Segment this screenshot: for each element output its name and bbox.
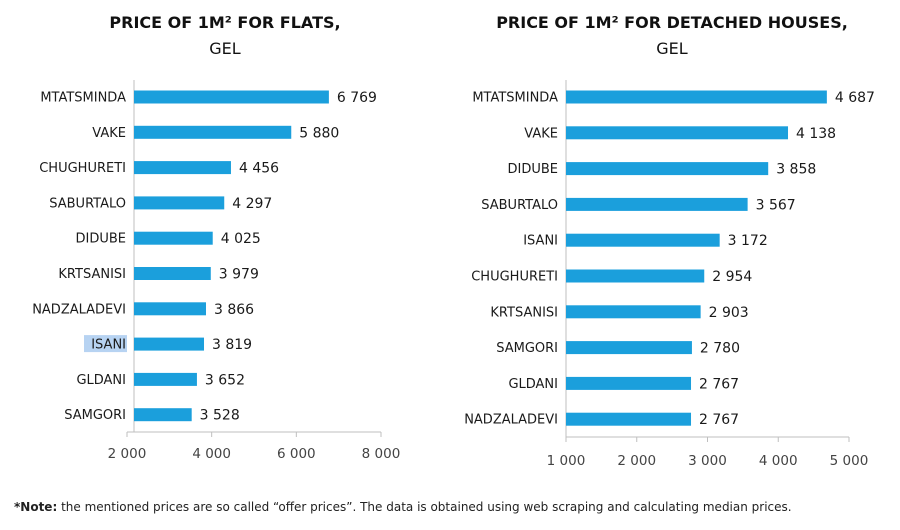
houses-bar: [566, 197, 748, 211]
flats-value-label: 3 979: [219, 267, 259, 283]
houses-bar: [566, 90, 827, 104]
footnote-text: the mentioned prices are so called “offe…: [57, 500, 792, 514]
houses-category-label: VAKE: [524, 126, 558, 141]
flats-tick-label: 6 000: [277, 446, 316, 462]
footnote: *Note: the mentioned prices are so calle…: [14, 500, 894, 514]
houses-category-label: SAMGORI: [496, 341, 558, 356]
houses-value-label: 2 903: [709, 305, 749, 321]
flats-category-label: SAMGORI: [64, 408, 126, 423]
flats-value-label: 3 652: [205, 372, 245, 388]
flats-value-label: 4 456: [239, 161, 279, 177]
houses-bar: [566, 341, 692, 355]
flats-bar: [134, 125, 292, 139]
flats-value-label: 3 528: [200, 408, 240, 424]
flats-category-label: KRTSANISI: [58, 267, 126, 282]
houses-value-label: 2 954: [712, 269, 752, 285]
houses-category-label: MTATSMINDA: [472, 91, 558, 106]
flats-category-highlight: [84, 335, 127, 353]
flats-category-label: CHUGHURETI: [39, 161, 126, 176]
flats-chart-subtitle: GEL: [209, 39, 241, 58]
flats-chart-title: PRICE OF 1M² FOR FLATS,: [109, 13, 340, 32]
flats-bar: [134, 161, 231, 175]
houses-category-label: KRTSANISI: [490, 305, 558, 320]
houses-value-label: 2 767: [699, 412, 739, 428]
houses-value-label: 4 687: [835, 90, 875, 106]
houses-tick-label: 2 000: [617, 453, 656, 469]
flats-tick-label: 8 000: [362, 446, 401, 462]
flats-category-label: NADZALADEVI: [32, 302, 126, 317]
houses-bar: [566, 412, 692, 426]
houses-category-label: CHUGHURETI: [471, 270, 558, 285]
flats-tick-label: 4 000: [192, 446, 231, 462]
houses-value-label: 3 172: [728, 233, 768, 249]
houses-value-label: 2 780: [700, 341, 740, 357]
houses-value-label: 4 138: [796, 126, 836, 142]
flats-value-label: 4 025: [221, 231, 261, 247]
houses-bar: [566, 233, 720, 247]
flats-category-label: MTATSMINDA: [40, 91, 126, 106]
flats-value-label: 3 866: [214, 302, 254, 318]
flats-bar: [134, 337, 205, 351]
houses-chart-title: PRICE OF 1M² FOR DETACHED HOUSES,: [496, 13, 848, 32]
houses-bar: [566, 269, 705, 283]
houses-bar: [566, 162, 769, 176]
flats-tick-label: 2 000: [108, 446, 147, 462]
houses-category-label: DIDUBE: [507, 162, 558, 177]
flats-bar: [134, 231, 213, 245]
flats-bar: [134, 267, 211, 280]
flats-value-label: 5 880: [299, 125, 339, 141]
flats-bar: [134, 196, 225, 210]
houses-tick-label: 4 000: [759, 453, 798, 469]
flats-value-label: 3 819: [212, 337, 252, 353]
footnote-label: *Note:: [14, 500, 58, 514]
flats-bar: [134, 302, 206, 316]
flats-category-label: ISANI: [91, 338, 126, 353]
flats-value-label: 6 769: [337, 90, 377, 106]
flats-bar: [134, 90, 329, 104]
houses-category-label: NADZALADEVI: [464, 413, 558, 428]
houses-bar: [566, 305, 701, 319]
houses-bar: [566, 376, 692, 390]
houses-value-label: 3 567: [756, 197, 796, 213]
houses-category-label: SABURTALO: [481, 198, 558, 213]
houses-chart-subtitle: GEL: [656, 39, 688, 58]
flats-category-label: SABURTALO: [49, 196, 126, 211]
houses-value-label: 3 858: [776, 162, 816, 178]
charts-svg: PRICE OF 1M² FOR FLATS, GEL MTATSMINDA 6 76…: [32, 13, 875, 469]
houses-category-label: ISANI: [523, 234, 558, 249]
houses-tick-label: 3 000: [688, 453, 727, 469]
houses-value-label: 2 767: [699, 376, 739, 392]
flats-category-label: DIDUBE: [75, 232, 126, 247]
houses-bar: [566, 126, 789, 140]
houses-tick-label: 5 000: [830, 453, 869, 469]
flats-category-label: GLDANI: [76, 373, 126, 388]
flats-category-label: VAKE: [92, 126, 126, 141]
houses-category-label: GLDANI: [508, 377, 558, 392]
houses-tick-label: 1 000: [547, 453, 586, 469]
flats-value-label: 4 297: [232, 196, 272, 212]
flats-bar: [134, 408, 192, 422]
flats-bar: [134, 372, 197, 386]
